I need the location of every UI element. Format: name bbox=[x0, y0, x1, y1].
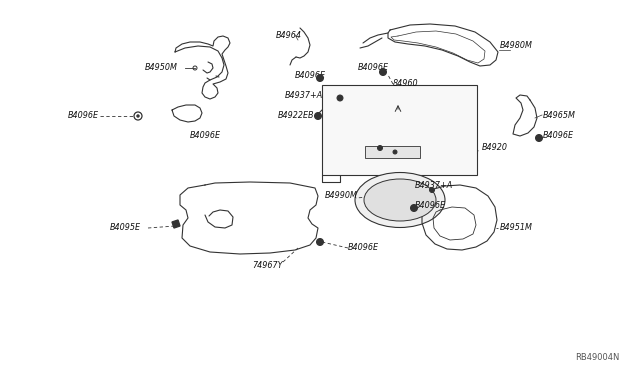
Text: B4937+A: B4937+A bbox=[415, 180, 453, 189]
Text: B4980M: B4980M bbox=[500, 41, 533, 49]
Text: B4965M: B4965M bbox=[543, 110, 576, 119]
Circle shape bbox=[380, 68, 387, 76]
Text: B4920: B4920 bbox=[482, 144, 508, 153]
Ellipse shape bbox=[355, 173, 445, 228]
Circle shape bbox=[410, 205, 417, 212]
Polygon shape bbox=[172, 220, 180, 228]
Text: B4096E: B4096E bbox=[358, 64, 389, 73]
Text: B4096E: B4096E bbox=[348, 244, 379, 253]
Circle shape bbox=[378, 145, 383, 151]
Text: B4990M: B4990M bbox=[325, 192, 358, 201]
Circle shape bbox=[536, 135, 543, 141]
Bar bbox=[365, 146, 420, 158]
Circle shape bbox=[337, 95, 343, 101]
Circle shape bbox=[317, 238, 323, 246]
Text: 84960: 84960 bbox=[393, 78, 419, 87]
Text: 74967Y: 74967Y bbox=[252, 260, 282, 269]
Text: B4964: B4964 bbox=[276, 31, 302, 39]
Text: B4096E: B4096E bbox=[543, 131, 574, 140]
Text: B4096E: B4096E bbox=[190, 131, 221, 140]
Bar bbox=[322, 85, 477, 175]
Text: RB49004N: RB49004N bbox=[575, 353, 620, 362]
Text: B4951M: B4951M bbox=[500, 224, 533, 232]
Text: B4096E: B4096E bbox=[295, 71, 326, 80]
Ellipse shape bbox=[364, 179, 436, 221]
Circle shape bbox=[393, 150, 397, 154]
Text: B4096E: B4096E bbox=[68, 112, 99, 121]
Circle shape bbox=[314, 112, 321, 119]
Circle shape bbox=[317, 74, 323, 81]
Text: B4922EB: B4922EB bbox=[278, 110, 314, 119]
Text: B4937+A: B4937+A bbox=[285, 90, 323, 99]
Text: B4950M: B4950M bbox=[145, 64, 178, 73]
Circle shape bbox=[137, 115, 140, 117]
Text: B4095E: B4095E bbox=[110, 224, 141, 232]
Text: B4096E: B4096E bbox=[415, 201, 446, 209]
Circle shape bbox=[429, 187, 435, 192]
